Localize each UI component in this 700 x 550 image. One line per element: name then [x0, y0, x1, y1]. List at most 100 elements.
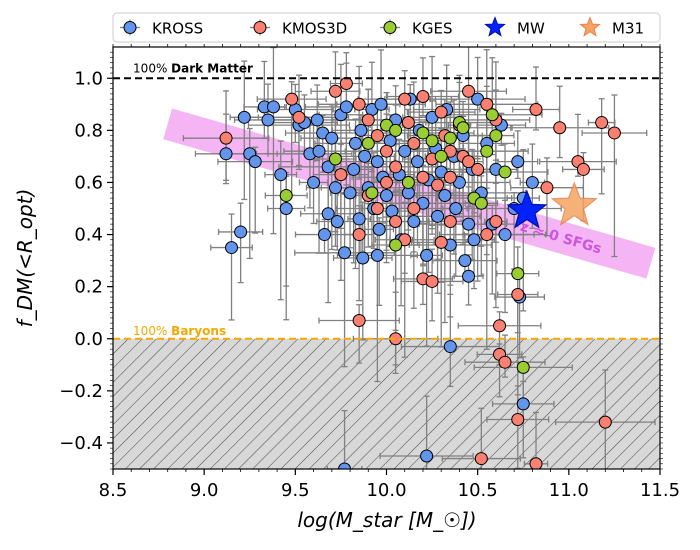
- point-kross: [438, 188, 452, 202]
- point-kges: [365, 186, 379, 200]
- point-kmos3d: [370, 129, 384, 143]
- point-kmos3d: [292, 110, 306, 124]
- point-kmos3d: [434, 105, 448, 119]
- point-kross: [349, 136, 363, 150]
- point-kross: [356, 251, 370, 265]
- point-kmos3d: [553, 121, 567, 135]
- point-kross: [498, 228, 512, 242]
- point-kmos3d: [480, 97, 494, 111]
- legend-label-mw: MW: [517, 20, 545, 38]
- legend-marker-mw: [484, 16, 506, 37]
- legend-label-kges: KGES: [412, 20, 452, 38]
- point-kmos3d: [529, 457, 543, 469]
- point-kmos3d: [389, 160, 403, 174]
- point-kross: [318, 228, 332, 242]
- point-kges: [389, 238, 403, 252]
- y-tick-label: 1.0: [74, 68, 103, 89]
- legend-label-kross: KROSS: [152, 20, 203, 38]
- data-points: [219, 76, 621, 469]
- legend-marker-kmos3d: [253, 21, 267, 34]
- x-tick-label: 9.0: [190, 480, 219, 501]
- x-tick-label: 10.5: [458, 480, 498, 501]
- point-kross: [407, 215, 421, 229]
- point-kross: [467, 233, 481, 247]
- y-tick-label: −0.4: [59, 433, 103, 454]
- point-kross: [307, 175, 321, 189]
- y-tick-label: −0.2: [59, 381, 103, 402]
- point-kmos3d: [339, 76, 353, 90]
- y-tick-label: 0.2: [74, 277, 103, 298]
- point-kross: [462, 217, 476, 231]
- point-kmos3d: [425, 274, 439, 288]
- point-kges: [443, 131, 457, 145]
- point-kmos3d: [462, 155, 476, 169]
- point-kross: [525, 175, 539, 189]
- legend-marker-kges: [383, 21, 397, 34]
- point-kross: [279, 202, 293, 216]
- point-kges: [416, 126, 430, 140]
- legend-marker-m31: [579, 16, 601, 37]
- y-tick-label: 0.8: [74, 120, 103, 141]
- point-kross: [420, 248, 434, 262]
- point-kmos3d: [328, 84, 342, 98]
- dark-matter-label: 100% Dark Matter: [133, 61, 253, 75]
- point-kross: [343, 186, 357, 200]
- y-tick-label: 0.0: [74, 329, 103, 350]
- point-kross: [261, 113, 275, 127]
- point-kmos3d: [352, 97, 366, 111]
- point-kmos3d: [380, 175, 393, 189]
- point-kross: [462, 269, 476, 283]
- point-kges: [474, 196, 488, 210]
- point-kross: [398, 144, 412, 158]
- point-kmos3d: [407, 202, 421, 216]
- point-kross: [374, 97, 388, 111]
- axis-ticks: 8.5 9.0 9.5 10.0 10.5 11.0 11.5 −0.4 −0.2 0.0 0.2 0…: [59, 44, 680, 501]
- point-kross: [380, 188, 393, 202]
- point-kross: [312, 144, 326, 158]
- point-kross: [449, 202, 463, 216]
- point-kross: [330, 215, 344, 229]
- point-kross: [431, 209, 445, 223]
- point-kmos3d: [401, 116, 415, 130]
- point-kges: [456, 121, 470, 135]
- point-kmos3d: [416, 170, 430, 184]
- point-kmos3d: [498, 355, 512, 369]
- point-kmos3d: [511, 287, 525, 301]
- point-kross: [339, 100, 353, 114]
- point-kmos3d: [462, 84, 476, 98]
- point-kmos3d: [607, 126, 621, 140]
- point-kmos3d: [471, 162, 485, 176]
- point-kmos3d: [370, 202, 384, 216]
- point-kges: [434, 149, 448, 163]
- point-kges: [485, 108, 499, 122]
- point-kross: [274, 168, 288, 182]
- legend-label-m31: M31: [612, 20, 644, 38]
- point-kmos3d: [352, 228, 366, 242]
- point-kmos3d: [595, 116, 609, 130]
- point-kges: [480, 144, 494, 158]
- legend-marker-kross: [123, 21, 137, 34]
- legend-label-kmos3d: KMOS3D: [282, 20, 347, 38]
- point-kross: [338, 462, 352, 469]
- y-tick-label: 0.4: [74, 225, 103, 246]
- baryon-label: 100% Baryons: [133, 324, 226, 338]
- point-kges: [279, 188, 293, 202]
- star-m31: [550, 181, 598, 226]
- point-kmos3d: [380, 144, 393, 158]
- point-kross: [354, 123, 368, 137]
- point-kmos3d: [443, 170, 457, 184]
- point-kges: [389, 123, 403, 137]
- point-kross: [370, 155, 384, 169]
- point-kges: [511, 267, 525, 281]
- point-kmos3d: [285, 92, 299, 106]
- point-kross: [372, 222, 386, 236]
- point-kmos3d: [540, 181, 554, 195]
- point-kross: [370, 248, 384, 262]
- x-tick-label: 9.5: [281, 480, 310, 501]
- point-kmos3d: [489, 215, 503, 229]
- star-mw: [506, 189, 548, 229]
- point-kges: [516, 360, 530, 374]
- point-kges: [425, 134, 439, 148]
- point-kges: [401, 175, 415, 189]
